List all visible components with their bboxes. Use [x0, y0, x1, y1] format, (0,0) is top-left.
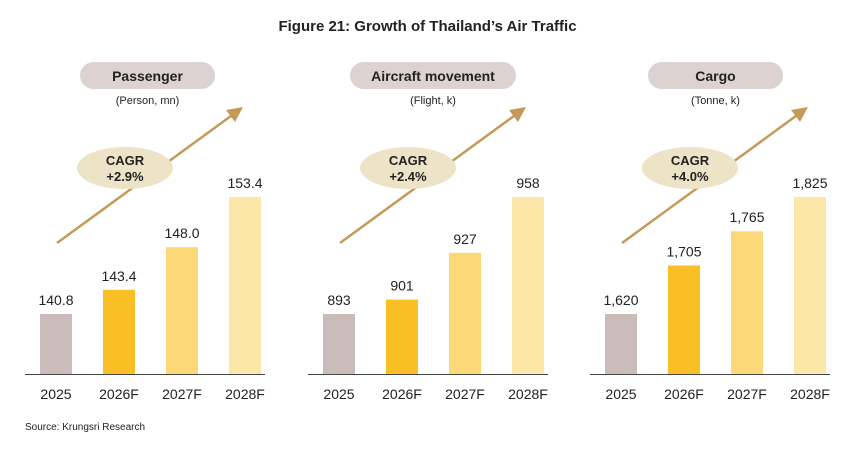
cagr-ellipse: [360, 147, 456, 189]
x-tick-label: 2025: [323, 386, 354, 402]
bar-value-label: 901: [390, 278, 414, 294]
chart-unit: (Flight, k): [410, 95, 456, 107]
trend-arrow-head: [509, 107, 526, 122]
cagr-value: +2.9%: [106, 169, 144, 184]
bar-value-label: 958: [516, 175, 540, 191]
source-note: Source: Krungsri Research: [25, 422, 146, 433]
chart-panel-cargo: Cargo (Tonne, k) CAGR +4.0% 1,620 2025 1,705…: [590, 0, 850, 420]
bar-value-label: 1,765: [729, 209, 764, 225]
bar-2028F: [512, 197, 544, 374]
chart-title-pill: Aircraft movement: [350, 62, 516, 89]
cagr-label: CAGR: [389, 153, 428, 168]
x-tick-label: 2026F: [382, 386, 422, 402]
chart-unit: (Tonne, k): [691, 95, 740, 107]
bar-2027F: [731, 231, 763, 374]
x-tick-label: 2025: [605, 386, 636, 402]
bar-2028F: [229, 197, 261, 374]
chart-panel-aircraft-movement: Aircraft movement (Flight, k) CAGR +2.4% 8…: [308, 0, 568, 420]
bar-2025: [605, 314, 637, 374]
cagr-label: CAGR: [106, 153, 145, 168]
bar-2028F: [794, 197, 826, 374]
bar-2026F: [386, 299, 418, 374]
bar-value-label: 893: [327, 292, 351, 308]
cagr-ellipse: [77, 147, 173, 189]
chart-unit: (Person, mn): [115, 95, 180, 107]
trend-arrow-head: [791, 107, 808, 122]
cagr-ellipse: [642, 147, 738, 189]
bar-2025: [323, 314, 355, 374]
trend-arrow-head: [226, 107, 243, 122]
bar-value-label: 927: [453, 231, 477, 247]
bar-value-label: 1,620: [603, 292, 638, 308]
bar-2025: [40, 314, 72, 374]
x-tick-label: 2028F: [225, 386, 265, 402]
bar-2026F: [103, 289, 135, 374]
cagr-value: +4.0%: [671, 169, 709, 184]
chart-panel-passenger: Passenger (Person, mn) CAGR +2.9% 140.8 202…: [25, 0, 285, 420]
bar-value-label: 143.4: [101, 268, 136, 284]
bar-value-label: 1,825: [792, 175, 827, 191]
bar-value-label: 153.4: [227, 175, 262, 191]
x-tick-label: 2028F: [790, 386, 830, 402]
x-tick-label: 2025: [40, 386, 71, 402]
cagr-label: CAGR: [671, 153, 710, 168]
bar-chart-svg: CAGR+2.4% 893 2025 901 2026F 927 2027F 958 2028F: [308, 107, 548, 402]
bar-value-label: 140.8: [38, 292, 73, 308]
x-tick-label: 2028F: [508, 386, 548, 402]
x-tick-label: 2027F: [445, 386, 485, 402]
x-tick-label: 2027F: [727, 386, 767, 402]
x-tick-label: 2027F: [162, 386, 202, 402]
x-tick-label: 2026F: [664, 386, 704, 402]
bar-value-label: 1,705: [666, 243, 701, 259]
bar-chart-svg: CAGR+2.9% 140.8 2025 143.4 2026F 148.0 2027F 15…: [25, 107, 265, 402]
cagr-value: +2.4%: [389, 169, 427, 184]
bar-value-label: 148.0: [164, 225, 199, 241]
figure-title: Figure 21: Growth of Thailand’s Air Traf…: [278, 18, 577, 35]
bar-2026F: [668, 265, 700, 374]
x-tick-label: 2026F: [99, 386, 139, 402]
bar-chart-svg: CAGR+4.0% 1,620 2025 1,705 2026F 1,765 2027F 1,…: [590, 107, 830, 402]
bar-2027F: [166, 247, 198, 374]
chart-title-pill: Passenger: [80, 62, 215, 89]
bar-2027F: [449, 252, 481, 374]
chart-title-pill: Cargo: [648, 62, 783, 89]
